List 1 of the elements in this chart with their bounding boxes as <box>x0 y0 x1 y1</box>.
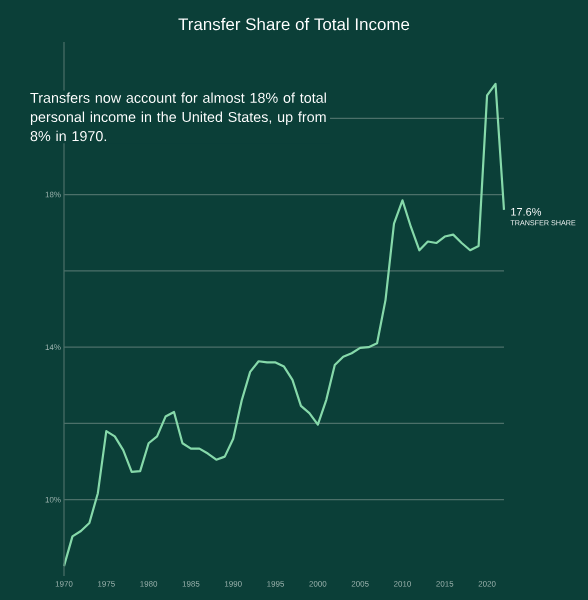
chart-title: Transfer Share of Total Income <box>178 17 410 31</box>
